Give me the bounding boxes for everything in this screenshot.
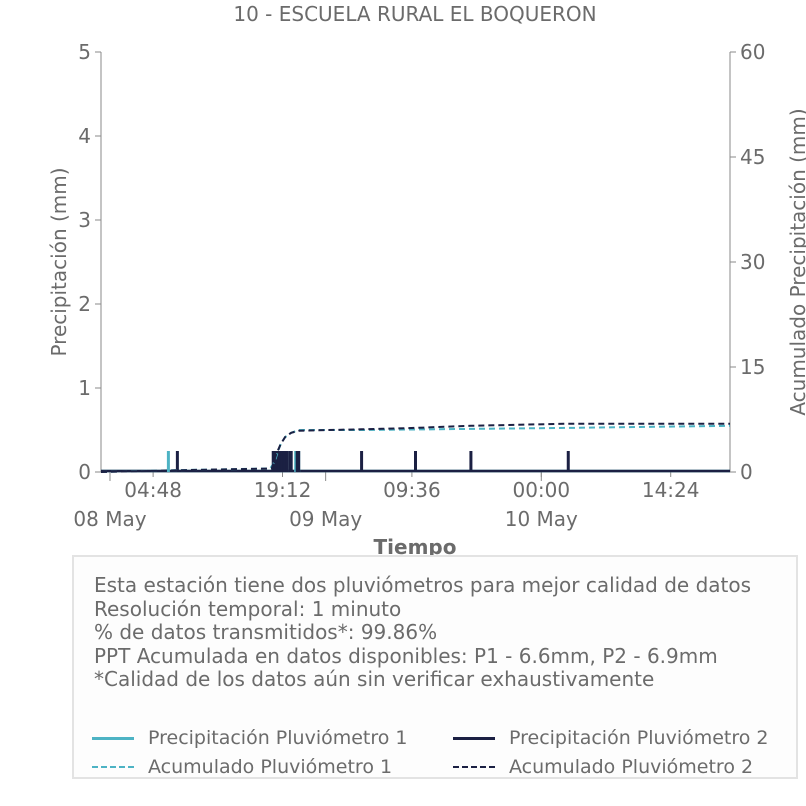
x-axis-tick-label: 09:36 <box>383 478 441 502</box>
legend-swatch-a1 <box>92 766 134 768</box>
info-text: Esta estación tiene dos pluviómetros par… <box>94 573 752 692</box>
legend-item-p1: Precipitación Pluviómetro 1 <box>92 727 408 749</box>
x-axis-date-label: 10 May <box>505 507 578 531</box>
left-axis-label: Precipitación (mm) <box>47 167 71 356</box>
legend-item-p2: Precipitación Pluviómetro 2 <box>453 727 769 749</box>
legend-item-a2: Acumulado Pluviómetro 2 <box>453 756 753 778</box>
left-axis-tick-label: 2 <box>78 292 91 316</box>
left-axis-tick-label: 1 <box>78 376 91 400</box>
x-axis-date-label: 08 May <box>73 507 146 531</box>
info-box: Esta estación tiene dos pluviómetros par… <box>72 555 798 779</box>
legend-swatch-p2 <box>453 736 495 740</box>
legend-label-a1: Acumulado Pluviómetro 1 <box>148 756 393 778</box>
chart-marks <box>100 422 731 473</box>
left-axis-tick-label: 3 <box>78 208 91 232</box>
right-axis-tick-label: 30 <box>740 250 765 274</box>
right-axis-label: Acumulado Precipitación (mm) <box>786 108 806 415</box>
right-axis-tick-label: 60 <box>740 40 765 64</box>
right-axis-tick-label: 15 <box>740 355 765 379</box>
precipitation-chart: 10 - ESCUELA RURAL EL BOQUERON 012345015… <box>47 2 806 559</box>
legend-label-p2: Precipitación Pluviómetro 2 <box>509 727 769 749</box>
x-axis-tick-label: 19:12 <box>254 478 312 502</box>
left-axis-tick-label: 0 <box>78 460 91 484</box>
right-axis-tick-label: 0 <box>740 460 753 484</box>
legend-label-a2: Acumulado Pluviómetro 2 <box>509 756 754 778</box>
info-line-resolution: Resolución temporal: 1 minuto <box>94 596 402 621</box>
info-line-stations: Esta estación tiene dos pluviómetros par… <box>94 573 752 597</box>
right-axis-tick-label: 45 <box>740 145 765 169</box>
left-axis-tick-label: 4 <box>78 124 91 148</box>
legend-swatch-a2 <box>453 766 495 768</box>
x-axis-tick-label: 04:48 <box>124 478 182 502</box>
info-line-quality-note: *Calidad de los datos aún sin verificar … <box>94 667 655 692</box>
x-axis-date-label: 09 May <box>289 507 362 531</box>
x-axis-tick-label: 00:00 <box>512 478 570 502</box>
left-axis-tick-label: 5 <box>78 40 91 64</box>
chart-title: 10 - ESCUELA RURAL EL BOQUERON <box>233 2 596 26</box>
legend-item-a1: Acumulado Pluviómetro 1 <box>92 756 392 778</box>
x-axis-tick-label: 14:24 <box>642 478 700 502</box>
legend-swatch-p1 <box>92 736 134 740</box>
legend-label-p1: Precipitación Pluviómetro 1 <box>148 727 408 749</box>
info-line-transmitted: % de datos transmitidos*: 99.86% <box>94 620 438 645</box>
info-line-accumulated: PPT Acumulada en datos disponibles: P1 -… <box>94 643 718 668</box>
